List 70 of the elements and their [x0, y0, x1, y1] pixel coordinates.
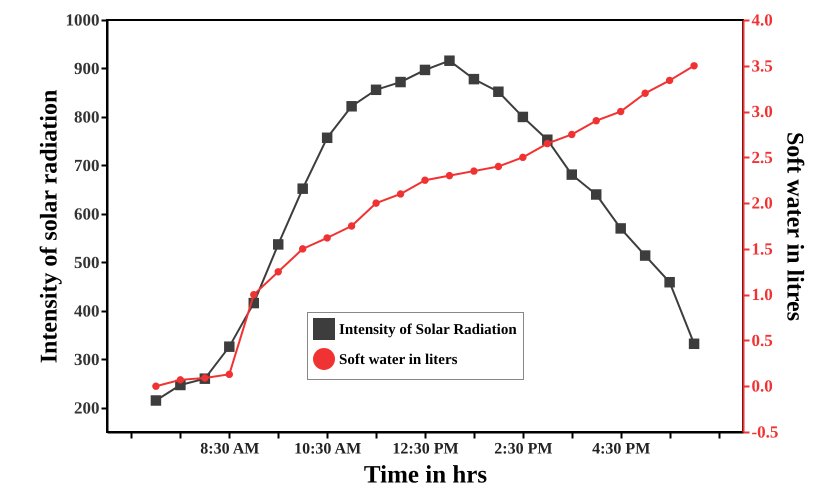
- point: [372, 199, 380, 207]
- point: [592, 117, 600, 124]
- point: [446, 172, 454, 180]
- point: [346, 101, 357, 112]
- x-tick-label: 12:30 PM: [392, 440, 459, 458]
- point: [590, 189, 602, 200]
- y-axis-title: Intensity of solar radiation: [36, 90, 62, 364]
- y-tick-label: 500: [74, 252, 100, 272]
- y2-tick-label: 2.5: [752, 148, 773, 167]
- y2-tick-label: 0.0: [752, 376, 773, 396]
- point: [420, 64, 430, 76]
- y2-tick-label: 2.0: [752, 194, 773, 213]
- point: [664, 276, 675, 288]
- point: [493, 86, 504, 97]
- y-tick-label: 700: [74, 156, 100, 175]
- point: [518, 112, 528, 122]
- y-tick-label: 200: [74, 398, 100, 418]
- y-tick-label: 900: [74, 58, 100, 78]
- point: [421, 176, 429, 184]
- y-tick-label: 800: [74, 107, 100, 126]
- point: [323, 234, 331, 242]
- y2-tick-label: 1.5: [752, 239, 773, 258]
- point: [250, 290, 258, 298]
- point: [615, 223, 626, 234]
- x-tick-label: 4:30 PM: [592, 440, 650, 458]
- y2-tick-label: -0.5: [752, 422, 778, 442]
- x-tick-label: 8:30 AM: [200, 440, 260, 458]
- x-tick-label: 10:30 AM: [294, 440, 362, 458]
- point: [274, 268, 282, 276]
- point: [688, 338, 700, 350]
- point: [322, 132, 332, 144]
- point: [640, 250, 650, 261]
- point: [152, 382, 160, 390]
- point: [616, 108, 624, 116]
- y2-axis-title: Soft water in litres: [781, 132, 808, 322]
- y2-tick-label: 1.0: [752, 285, 773, 304]
- point: [396, 190, 404, 198]
- point: [666, 76, 674, 84]
- y-tick-label: 300: [74, 350, 100, 369]
- legend-label: Soft water in liters: [339, 352, 458, 368]
- point: [348, 222, 356, 230]
- point: [641, 90, 649, 97]
- x-tick-label: 2:30 PM: [494, 440, 552, 458]
- point: [470, 167, 478, 175]
- point: [298, 245, 306, 253]
- y-tick-label: 600: [74, 204, 100, 224]
- x-axis-title: Time in hrs: [364, 462, 488, 488]
- y2-tick-label: 3.0: [752, 102, 773, 122]
- point: [297, 183, 308, 194]
- point: [566, 169, 578, 180]
- y2-tick-label: 0.5: [752, 330, 773, 350]
- point: [494, 162, 502, 170]
- point: [272, 239, 284, 250]
- y2-tick-label: 3.5: [752, 56, 773, 76]
- point: [544, 140, 552, 148]
- point: [150, 395, 162, 406]
- point: [226, 370, 234, 378]
- y2-tick-label: 4.0: [752, 10, 773, 30]
- point: [176, 376, 184, 384]
- legend-label: Intensity of Solar Radiation: [339, 322, 518, 338]
- point: [370, 84, 382, 96]
- point: [519, 154, 527, 162]
- point: [468, 74, 480, 84]
- point: [444, 55, 455, 66]
- y-tick-label: 1000: [66, 10, 100, 30]
- point: [568, 130, 576, 138]
- point: [395, 76, 406, 88]
- point: [690, 62, 698, 70]
- point: [224, 341, 235, 352]
- y-tick-label: 400: [74, 301, 100, 320]
